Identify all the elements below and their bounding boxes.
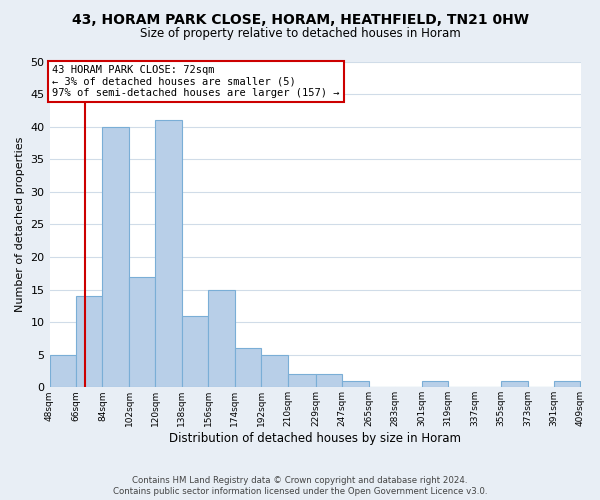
Bar — [208, 290, 235, 388]
Bar — [235, 348, 262, 388]
Bar — [316, 374, 342, 388]
Bar — [288, 374, 316, 388]
Text: Size of property relative to detached houses in Horam: Size of property relative to detached ho… — [140, 28, 460, 40]
X-axis label: Distribution of detached houses by size in Horam: Distribution of detached houses by size … — [169, 432, 461, 445]
Bar — [262, 354, 288, 388]
Bar — [182, 316, 208, 388]
Bar — [342, 381, 369, 388]
Bar — [76, 296, 103, 388]
Bar — [155, 120, 182, 388]
Bar — [501, 381, 527, 388]
Text: 43 HORAM PARK CLOSE: 72sqm
← 3% of detached houses are smaller (5)
97% of semi-d: 43 HORAM PARK CLOSE: 72sqm ← 3% of detac… — [52, 65, 340, 98]
Bar — [129, 276, 155, 388]
Y-axis label: Number of detached properties: Number of detached properties — [15, 136, 25, 312]
Bar — [50, 354, 76, 388]
Text: Contains public sector information licensed under the Open Government Licence v3: Contains public sector information licen… — [113, 487, 487, 496]
Text: 43, HORAM PARK CLOSE, HORAM, HEATHFIELD, TN21 0HW: 43, HORAM PARK CLOSE, HORAM, HEATHFIELD,… — [71, 12, 529, 26]
Bar — [103, 126, 129, 388]
Text: Contains HM Land Registry data © Crown copyright and database right 2024.: Contains HM Land Registry data © Crown c… — [132, 476, 468, 485]
Bar — [422, 381, 448, 388]
Bar — [554, 381, 580, 388]
